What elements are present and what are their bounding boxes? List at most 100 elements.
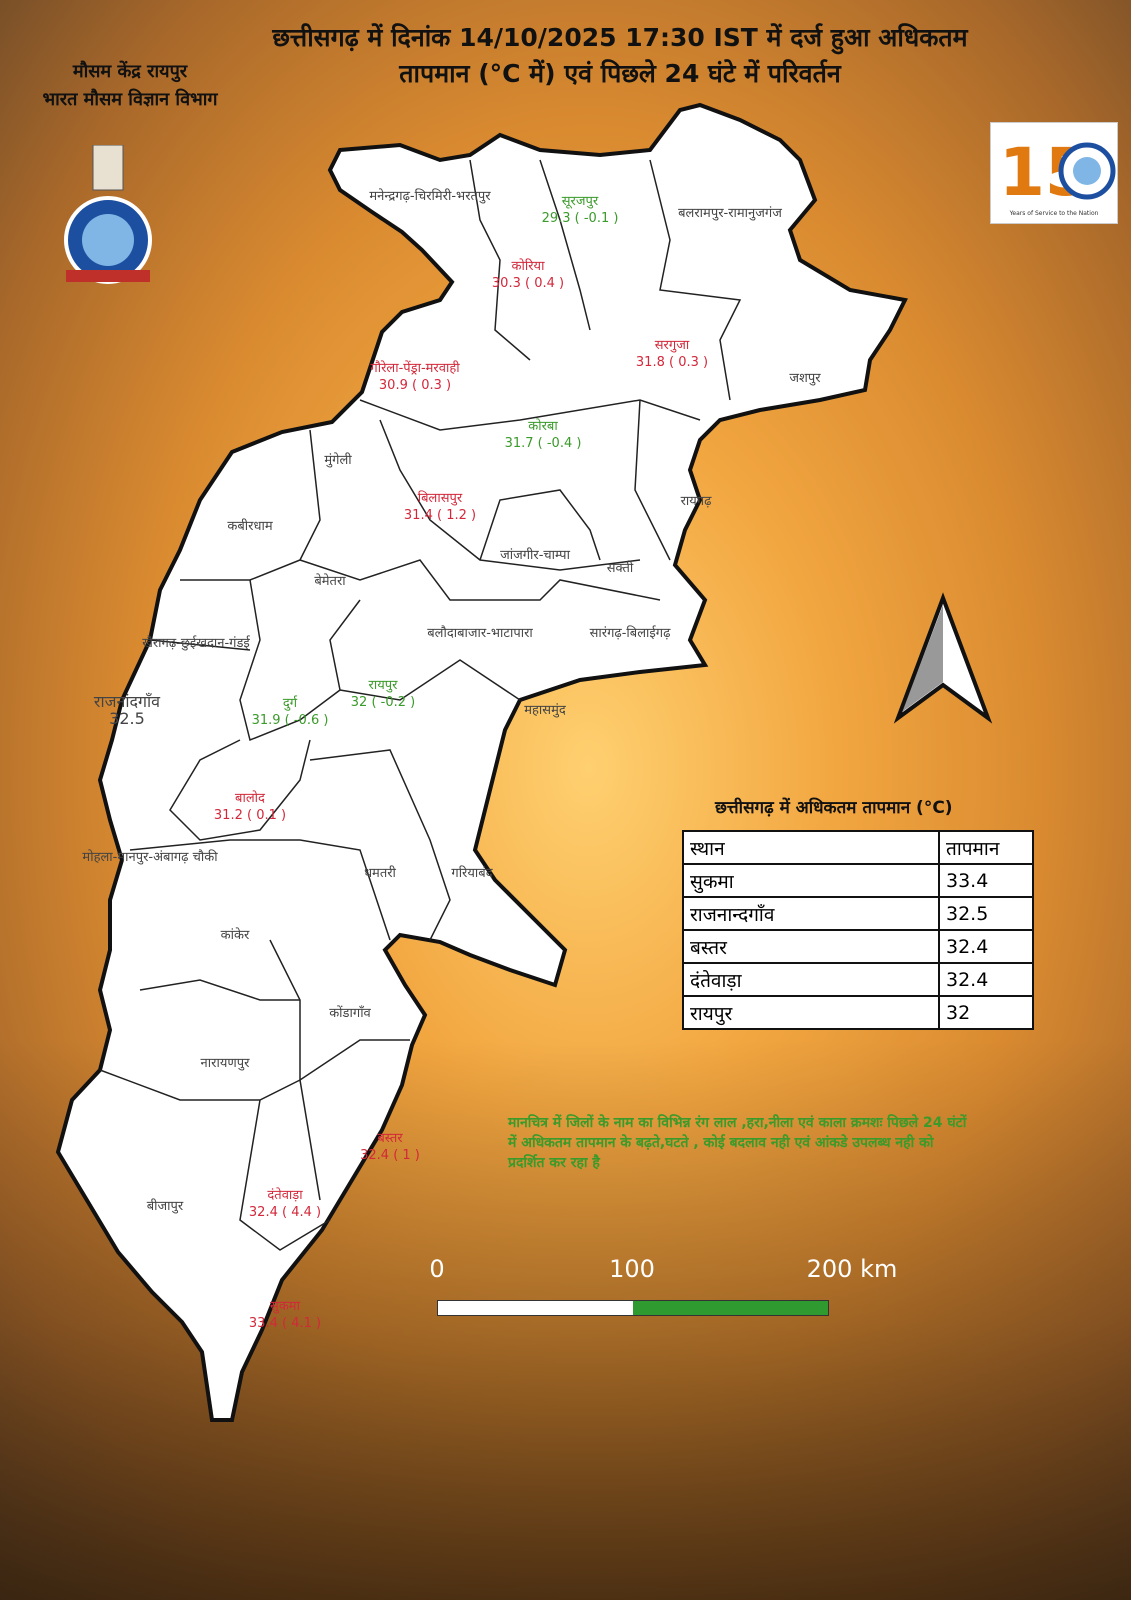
district-name: बीजापुर	[146, 1199, 184, 1214]
district-bemetara: बेमेतरा	[314, 573, 345, 590]
district-korba: कोरबा 31.7 ( -0.4 )	[505, 418, 582, 452]
max-temperature-table: स्थान तापमान सुकमा 33.4 राजनान्दगाँव 32.5 ब…	[682, 830, 1034, 1030]
district-name: सरगुजा	[654, 338, 690, 353]
district-name: राजनांदगाँव	[93, 692, 161, 711]
scale-label-0: 0	[429, 1255, 445, 1283]
district-narayanpur: नारायणपुर	[201, 1055, 250, 1072]
district-durg: दुर्ग 31.9 ( -0.6 )	[252, 695, 329, 729]
district-janjgir: जांजगीर-चाम्पा	[500, 547, 570, 564]
table-row: रायपुर 32	[682, 995, 1034, 1030]
district-dhamtari: धमतरी	[364, 865, 396, 882]
district-value: 32.4 ( 4.4 )	[248, 1205, 322, 1220]
district-boundaries	[99, 159, 742, 1251]
district-value: 32.5	[109, 709, 145, 728]
district-name: कोंडागाँव	[329, 1006, 371, 1021]
district-name: धमतरी	[364, 866, 396, 881]
title-line-2: तापमान (°C में) एवं पिछले 24 घंटे में पर…	[399, 59, 841, 88]
district-name: बालोद	[235, 791, 265, 806]
district-name: गरियाबंद	[451, 866, 493, 881]
district-balodabazar: बलौदाबाजार-भाटापारा	[427, 625, 533, 642]
district-dantewada: दंतेवाड़ा 32.4 ( 4.4 )	[249, 1187, 321, 1221]
district-name: बिलासपुर	[417, 491, 463, 506]
district-name: मोहला-मानपुर-अंबागढ़ चौकी	[82, 850, 218, 865]
district-surajpur: सूरजपुर 29.3 ( -0.1 )	[542, 193, 619, 227]
district-name: जांजगीर-चाम्पा	[500, 548, 570, 563]
district-bilaspur: बिलासपुर 31.4 ( 1.2 )	[404, 490, 476, 524]
district-name: बलौदाबाजार-भाटापारा	[427, 626, 533, 641]
scale-segment-green	[633, 1301, 828, 1315]
district-name: नारायणपुर	[200, 1056, 250, 1071]
district-value: 32.4 ( 1 )	[360, 1148, 420, 1163]
district-name: मुंगेली	[324, 453, 352, 468]
svg-text:Years of Service to the Nation: Years of Service to the Nation	[1009, 210, 1099, 217]
district-name: रायगढ़	[680, 494, 712, 509]
district-balod: बालोद 31.2 ( 0.1 )	[214, 790, 286, 824]
cell-temperature: 32.4	[938, 929, 1034, 964]
district-name: कांकेर	[220, 928, 250, 943]
district-sakti: सक्ती	[607, 560, 634, 577]
district-jashpur: जशपुर	[789, 370, 820, 387]
district-name: जशपुर	[789, 371, 821, 386]
scale-bar	[437, 1300, 829, 1316]
district-mahasamund: महासमुंद	[524, 702, 566, 719]
district-kanker: कांकेर	[221, 927, 250, 944]
district-balrampur: बलरामपुर-रामानुजगंज	[678, 205, 782, 222]
cell-temperature: 32.5	[938, 896, 1034, 931]
scale-label-100: 100	[609, 1255, 655, 1283]
district-name: सूरजपुर	[561, 194, 599, 209]
title-line-1: छत्तीसगढ़ में दिनांक 14/10/2025 17:30 IS…	[272, 23, 968, 52]
district-name: बस्तर	[377, 1131, 403, 1146]
district-value: 31.4 ( 1.2 )	[403, 508, 477, 523]
district-name: बलरामपुर-रामानुजगंज	[678, 206, 782, 221]
district-kabirdham: कबीरधाम	[227, 518, 272, 535]
cell-temperature: 32.4	[938, 962, 1034, 997]
cell-location: सुकमा	[682, 863, 940, 898]
district-mohla: मोहला-मानपुर-अंबागढ़ चौकी	[82, 849, 217, 866]
district-name: दुर्ग	[282, 696, 298, 711]
district-name: गौरेला-पेंड्रा-मरवाही	[370, 361, 460, 376]
state-outline	[55, 102, 908, 1422]
district-name: दंतेवाड़ा	[267, 1188, 303, 1203]
office-name: मौसम केंद्र रायपुर भारत मौसम विज्ञान विभ…	[0, 58, 260, 114]
district-sarangarh: सारंगढ़-बिलाईगढ़	[590, 625, 671, 642]
district-khairagarh: खैरागढ़-छुईखदान-गंडई	[142, 635, 250, 652]
table-title: छत्तीसगढ़ में अधिकतम तापमान (°C)	[715, 798, 953, 818]
table-header-row: स्थान तापमान	[682, 830, 1034, 865]
district-name: कोरबा	[528, 419, 558, 434]
district-value: 33.4 ( 4.1 )	[248, 1316, 322, 1331]
header-location: स्थान	[682, 830, 940, 865]
district-name: सारंगढ़-बिलाईगढ़	[589, 626, 671, 641]
office-line-1: मौसम केंद्र रायपुर	[72, 61, 188, 82]
district-bijapur: बीजापुर	[147, 1198, 184, 1215]
scale-label-200: 200 km	[806, 1255, 898, 1283]
cell-location: रायपुर	[682, 995, 940, 1030]
district-name: सक्ती	[606, 561, 634, 576]
table-row: दंतेवाड़ा 32.4	[682, 962, 1034, 997]
district-value: 29.3 ( -0.1 )	[541, 211, 619, 226]
legend-note: मानचित्र में जिलों के नाम का विभिन्न रंग…	[508, 1115, 967, 1171]
district-name: खैरागढ़-छुईखदान-गंडई	[142, 636, 250, 651]
cell-temperature: 32	[938, 995, 1034, 1030]
cell-location: दंतेवाड़ा	[682, 962, 940, 997]
150-years-logo: 15 Years of Service to the Nation	[990, 122, 1118, 224]
district-value: 31.2 ( 0.1 )	[213, 808, 287, 823]
imd-emblem-logo	[64, 145, 152, 284]
district-bastar: बस्तर 32.4 ( 1 )	[360, 1130, 420, 1164]
table-row: सुकमा 33.4	[682, 863, 1034, 898]
district-value: 32 ( -0.2 )	[350, 695, 416, 710]
table-row: राजनान्दगाँव 32.5	[682, 896, 1034, 931]
district-name: सुकमा	[270, 1299, 300, 1314]
district-value: 31.7 ( -0.4 )	[504, 436, 582, 451]
scale-segment-white	[438, 1301, 633, 1315]
district-rajnandgaon: राजनांदगाँव 32.5	[94, 693, 160, 727]
district-surguja: सरगुजा 31.8 ( 0.3 )	[636, 337, 708, 371]
district-name: रायपुर	[368, 678, 398, 693]
map-title: छत्तीसगढ़ में दिनांक 14/10/2025 17:30 IS…	[180, 20, 1060, 92]
district-value: 31.9 ( -0.6 )	[251, 713, 329, 728]
district-value: 31.8 ( 0.3 )	[635, 355, 709, 370]
table-row: बस्तर 32.4	[682, 929, 1034, 964]
district-sukma: सुकमा 33.4 ( 4.1 )	[249, 1298, 321, 1332]
district-manendragarh: मनेन्द्रगढ़-चिरमिरी-भरतपुर	[369, 188, 490, 205]
district-gpm: गौरेला-पेंड्रा-मरवाही 30.9 ( 0.3 )	[370, 360, 459, 394]
